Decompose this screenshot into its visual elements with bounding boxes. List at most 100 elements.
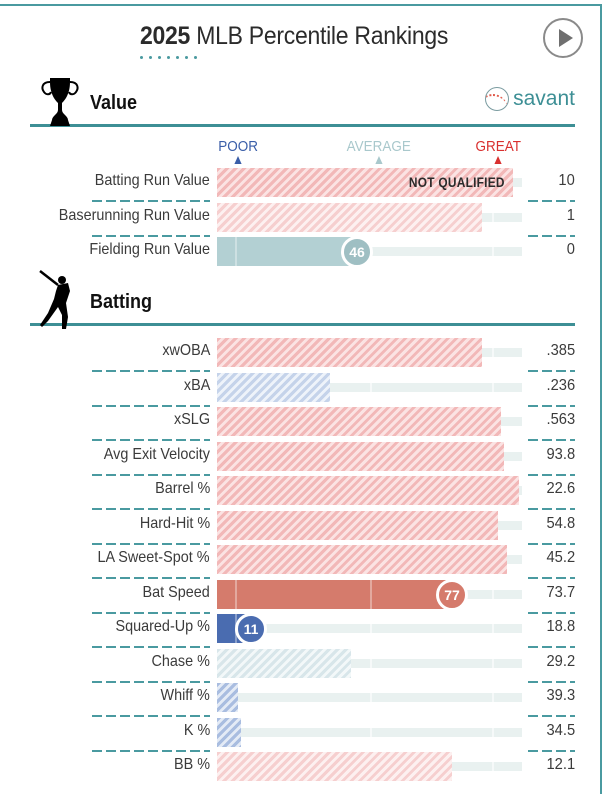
bar-tick [235, 579, 237, 609]
metric-value: 39.3 [546, 687, 575, 704]
percentile-card [0, 4, 602, 794]
row-divider [528, 715, 575, 717]
title-year: 2025 [140, 22, 191, 50]
row-divider [528, 680, 575, 683]
legend-great: GREAT [475, 138, 522, 164]
metric-row[interactable]: BB % 12.1 [0, 750, 605, 784]
percentile-bar: NOT QUALIFIED [217, 168, 513, 197]
percentile-bar [217, 752, 452, 781]
percentile-track [217, 382, 522, 392]
metric-label: Avg Exit Velocity [103, 445, 210, 463]
legend-average-label: AVERAGE [346, 138, 411, 155]
metric-row[interactable]: LA Sweet-Spot % 45.2 [0, 543, 605, 579]
metric-value: 10 [558, 172, 575, 189]
metric-value: 73.7 [546, 583, 575, 601]
percentile-bar [217, 237, 357, 266]
play-circle-icon[interactable] [543, 18, 583, 58]
percentile-bar [217, 441, 504, 471]
bar-tick [370, 579, 372, 609]
percentile-track [217, 693, 522, 702]
percentile-track [217, 658, 522, 668]
metric-label: Hard-Hit % [139, 514, 210, 532]
metric-value: 0 [566, 241, 575, 258]
section-header-batting: Batting [30, 270, 575, 329]
row-divider [528, 646, 575, 648]
percentile-bar [217, 476, 519, 505]
savant-label: savant [513, 87, 575, 110]
row-divider [92, 611, 210, 614]
metric-row[interactable]: Batting Run Value NOT QUALIFIED 10 [0, 166, 605, 202]
percentile-bar [217, 648, 351, 678]
metric-value: .236 [546, 376, 575, 394]
metric-row[interactable]: xSLG .563 [0, 405, 605, 441]
percentile-bar [217, 510, 498, 540]
metric-value: 1 [566, 206, 575, 224]
batter-icon [39, 270, 70, 329]
metric-value: 45.2 [546, 549, 575, 566]
percentile-bar [217, 407, 501, 436]
section-title-value: Value [90, 92, 138, 114]
baseball-icon [485, 87, 510, 111]
percentile-badge: 77 [436, 578, 468, 611]
metric-label: LA Sweet-Spot % [97, 549, 210, 566]
metric-label: Bat Speed [142, 583, 210, 601]
section-title-batting: Batting [90, 291, 153, 313]
metric-label: Barrel % [154, 480, 210, 497]
row-divider [92, 200, 210, 202]
row-divider [92, 542, 210, 545]
metric-value: 29.2 [546, 652, 575, 670]
metric-row[interactable]: Baserunning Run Value 1 [0, 201, 605, 237]
metric-row[interactable]: Fielding Run Value 46 0 [0, 235, 605, 269]
percentile-track [217, 727, 522, 737]
row-divider [92, 234, 210, 237]
row-divider [528, 577, 575, 579]
legend-average: AVERAGE [347, 138, 411, 164]
row-divider [528, 749, 575, 752]
metric-value: 18.8 [546, 618, 575, 635]
triangle-up-icon [494, 156, 502, 164]
bar-tick [235, 237, 237, 266]
savant-logo[interactable]: savant [485, 87, 575, 111]
page-title: 2025 MLB Percentile Rankings [140, 22, 448, 51]
metric-row[interactable]: Avg Exit Velocity 93.8 [0, 440, 605, 476]
metric-value: 93.8 [546, 445, 575, 463]
title-underline-dots [140, 56, 197, 59]
metric-row[interactable]: xBA .236 [0, 371, 605, 407]
percentile-bar [217, 338, 482, 367]
section-header-value: Value savant [30, 78, 575, 127]
metric-value: 34.5 [546, 721, 575, 739]
row-divider [528, 234, 575, 237]
metric-row[interactable]: Hard-Hit % 54.8 [0, 509, 605, 545]
percentile-bar [217, 545, 507, 574]
row-divider [92, 404, 210, 407]
percentile-bar [217, 579, 452, 609]
metric-label: Batting Run Value [94, 172, 210, 189]
metric-row[interactable]: Whiff % 39.3 [0, 681, 605, 717]
metric-row[interactable]: xwOBA .385 [0, 336, 605, 372]
metric-row[interactable]: Chase % 29.2 [0, 647, 605, 683]
metric-row[interactable]: K % 34.5 [0, 716, 605, 752]
trophy-icon [41, 78, 79, 126]
triangle-up-icon [234, 156, 242, 164]
row-divider [92, 370, 210, 372]
metric-row[interactable]: Barrel % 22.6 [0, 474, 605, 510]
row-divider [528, 542, 575, 545]
metric-value: 22.6 [546, 480, 575, 497]
title-text: MLB Percentile Rankings [196, 22, 449, 50]
percentile-badge: 46 [341, 236, 373, 268]
metric-row[interactable]: Squared-Up % 11 18.8 [0, 612, 605, 648]
metric-label: Baserunning Run Value [58, 206, 210, 224]
row-divider [528, 200, 575, 202]
metric-label: Chase % [151, 652, 210, 670]
legend-poor-label: POOR [218, 138, 258, 155]
row-divider [92, 749, 210, 752]
metric-label: xSLG [173, 411, 210, 428]
metric-row[interactable]: Bat Speed 77 73.7 [0, 578, 605, 614]
row-divider [528, 370, 575, 372]
metric-label: K % [183, 721, 210, 739]
row-divider [92, 473, 210, 476]
legend-great-label: GREAT [475, 138, 522, 155]
row-divider [92, 577, 210, 579]
row-divider [92, 508, 210, 510]
row-divider [92, 715, 210, 717]
